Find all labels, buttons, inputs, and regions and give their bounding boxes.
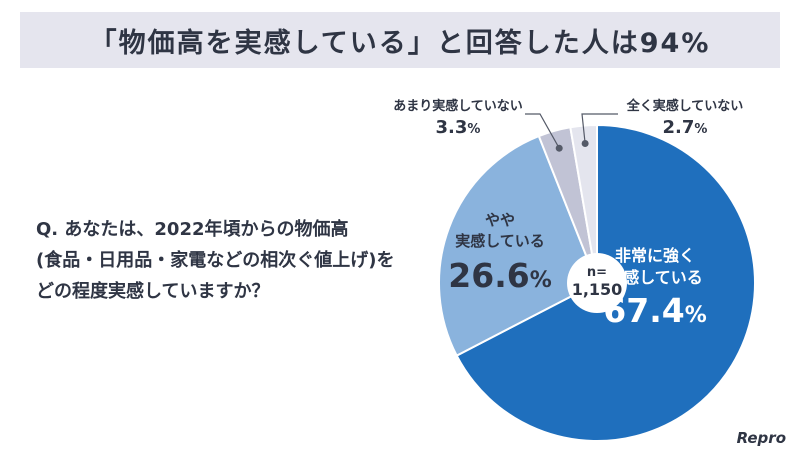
chart-title: 「物価高を実感している」と回答した人は94% [20,12,780,68]
leader-line-not-much [525,113,560,149]
leader-line-not-at-all [581,113,618,144]
leader-dot-not-much [555,144,563,152]
unit: % [694,122,708,137]
slice-value-not-much: 3.3 [435,117,468,138]
brand-logo: Repro [736,429,786,447]
question-line-1: Q. あなたは、2022年頃からの物価高 [36,219,349,240]
question-line-3: どの程度実感していますか？ [36,281,270,302]
slice-label-very-strong: 非常に強く 実感している 67.4% [600,245,710,338]
slice-value-somewhat: 26.6 [448,256,530,295]
survey-question: Q. あなたは、2022年頃からの物価高 (食品・日用品・家電などの相次ぐ値上げ… [36,214,394,307]
slice-label-somewhat: やや 実感している 26.6% [440,210,560,305]
slice-label-line: やや [484,211,515,229]
center-circle [567,253,627,313]
question-line-2: (食品・日用品・家電などの相次ぐ値上げ)を [36,250,395,271]
leader-dot-not-at-all [581,140,589,148]
sample-size-label: n= [586,265,608,280]
slice-label-line: 実感している [455,232,545,250]
slice-label-not-much: あまり実感していない 3.3% [388,98,528,142]
unit: % [467,122,481,137]
slice-label-line: 実感している [607,268,703,287]
sample-size-value: 1,150 [571,280,623,299]
sample-size: n= 1,150 [565,265,629,300]
slice-label-line: あまり実感していない [393,99,523,114]
slice-value-very-strong: 67.4 [603,291,685,330]
unit: % [529,268,552,293]
slice-label-line: 非常に強く [614,246,695,265]
pie-slice-somewhat [438,134,599,357]
slice-label-not-at-all: 全く実感していない 2.7% [615,98,755,142]
slice-value-not-at-all: 2.7 [662,117,695,138]
slice-label-line: 全く実感していない [626,99,744,114]
unit: % [684,303,707,328]
